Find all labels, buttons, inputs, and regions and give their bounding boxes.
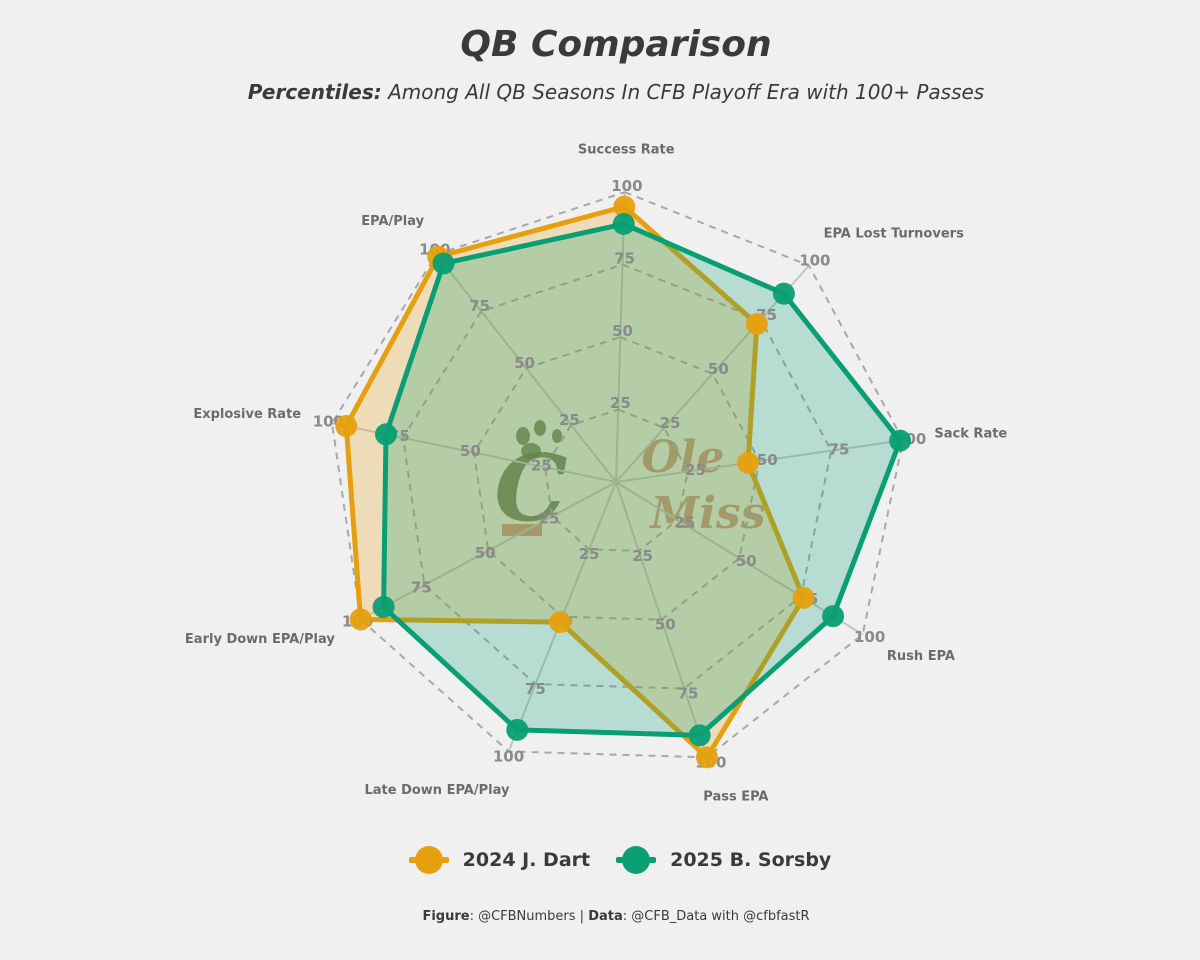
tick-label: 50 (655, 616, 676, 634)
data-point-2024-j-dart-explosive-rate (335, 415, 358, 438)
tick-label: 50 (475, 544, 496, 562)
axis-label-rush-epa: Rush EPA (887, 649, 955, 664)
data-point-2024-j-dart-pass-epa (695, 746, 718, 769)
tick-label: 25 (579, 545, 600, 563)
tick-label: 100 (493, 747, 524, 765)
tick-label: 25 (660, 414, 681, 432)
legend-label-dart: 2024 J. Dart (462, 849, 591, 871)
subtitle-text: Among All QB Seasons In CFB Playoff Era … (388, 80, 985, 104)
data-point-2025-b-sorsby-rush-epa (822, 605, 845, 628)
data-point-2024-j-dart-late-down-epa-play (549, 611, 572, 634)
data-point-2025-b-sorsby-late-down-epa-play (506, 718, 529, 741)
tick-label: 100 (854, 628, 885, 646)
axis-label-success-rate: Success Rate (578, 143, 675, 158)
data-point-2024-j-dart-rush-epa (792, 586, 815, 609)
ole-miss-logo: Ole (641, 432, 724, 483)
paw-print-2 (552, 429, 562, 443)
tick-label: 25 (531, 457, 552, 475)
axis-label-epa-lost-turnovers: EPA Lost Turnovers (824, 227, 964, 242)
data-point-2024-j-dart-epa-lost-turnovers (745, 312, 768, 335)
legend-item-sorsby[interactable]: 2025 B. Sorsby (616, 845, 831, 875)
tick-label: 25 (685, 461, 706, 479)
data-point-2025-b-sorsby-epa-play (432, 252, 455, 275)
axis-label-early-down-epa-play: Early Down EPA/Play (185, 632, 335, 647)
paw-print-3 (521, 443, 541, 459)
tick-label: 75 (411, 578, 432, 596)
credit-figure-value: : @CFBNumbers | (469, 909, 589, 924)
tick-label: 25 (610, 394, 631, 412)
legend-swatch-dart (408, 845, 449, 875)
data-point-2025-b-sorsby-success-rate (612, 213, 635, 236)
credit-figure-label: Figure (422, 909, 470, 924)
axis-label-sack-rate: Sack Rate (934, 427, 1007, 442)
subtitle-bold: Percentiles: (247, 80, 382, 104)
tick-label: 75 (678, 685, 699, 703)
axis-label-pass-epa: Pass EPA (703, 790, 768, 805)
tick-label: 50 (757, 451, 778, 469)
credit-data-value: : @CFB_Data with @cfbfastR (622, 909, 810, 924)
legend-swatch-sorsby (616, 845, 657, 875)
tick-label: 75 (829, 440, 850, 458)
tick-label: 100 (611, 177, 642, 195)
tick-label: 100 (799, 252, 830, 270)
data-point-2024-j-dart-early-down-epa-play (349, 608, 372, 631)
data-point-2024-j-dart-success-rate (613, 195, 636, 218)
spoke-early-down-epa-play (360, 481, 617, 621)
grid-ring-75 (401, 263, 833, 690)
legend-item-dart[interactable]: 2024 J. Dart (408, 845, 591, 875)
tick-label: 50 (708, 360, 729, 378)
data-point-2025-b-sorsby-explosive-rate (374, 423, 397, 446)
credit-data-label: Data (588, 909, 623, 924)
tick-label: 50 (736, 552, 757, 570)
data-point-2025-b-sorsby-early-down-epa-play (372, 596, 395, 619)
tick-label: 75 (614, 249, 635, 267)
data-point-2025-b-sorsby-sack-rate (889, 429, 912, 452)
axis-label-late-down-epa-play: Late Down EPA/Play (364, 783, 510, 798)
axis-label-explosive-rate: Explosive Rate (193, 407, 301, 422)
tick-label: 75 (525, 680, 546, 698)
tick-label: 50 (514, 354, 535, 372)
paw-print-1 (534, 420, 546, 436)
data-point-2025-b-sorsby-epa-lost-turnovers (772, 282, 795, 305)
legend: 2024 J. Dart 2025 B. Sorsby (0, 845, 1200, 875)
grid-ring-100 (331, 191, 905, 759)
tick-label: 75 (469, 297, 490, 315)
tick-label: 50 (460, 442, 481, 460)
data-point-2025-b-sorsby-pass-epa (688, 724, 711, 747)
tick-label: 25 (539, 510, 560, 528)
tick-label: 25 (559, 411, 580, 429)
paw-print-0 (516, 427, 530, 445)
grid-ring-50 (472, 336, 761, 621)
grid-ring-25 (543, 408, 689, 552)
series-area-2024-j-dart (343, 204, 806, 760)
radar-chart: COleMiss25507510025507510025507510025507… (185, 143, 1008, 805)
tick-label: 50 (612, 322, 633, 340)
legend-label-sorsby: 2025 B. Sorsby (670, 849, 832, 871)
credit-line: Figure: @CFBNumbers | Data: @CFB_Data wi… (0, 909, 1200, 924)
chart-title: QB Comparison (460, 24, 772, 65)
tick-label: 25 (632, 547, 653, 565)
tick-label: 25 (674, 514, 695, 532)
data-point-2024-j-dart-sack-rate (737, 451, 760, 474)
chart-subtitle: Percentiles: Among All QB Seasons In CFB… (0, 80, 1200, 104)
axis-label-epa-play: EPA/Play (361, 214, 424, 229)
spoke-rush-epa (615, 481, 864, 636)
series-area-2025-b-sorsby (381, 221, 903, 738)
